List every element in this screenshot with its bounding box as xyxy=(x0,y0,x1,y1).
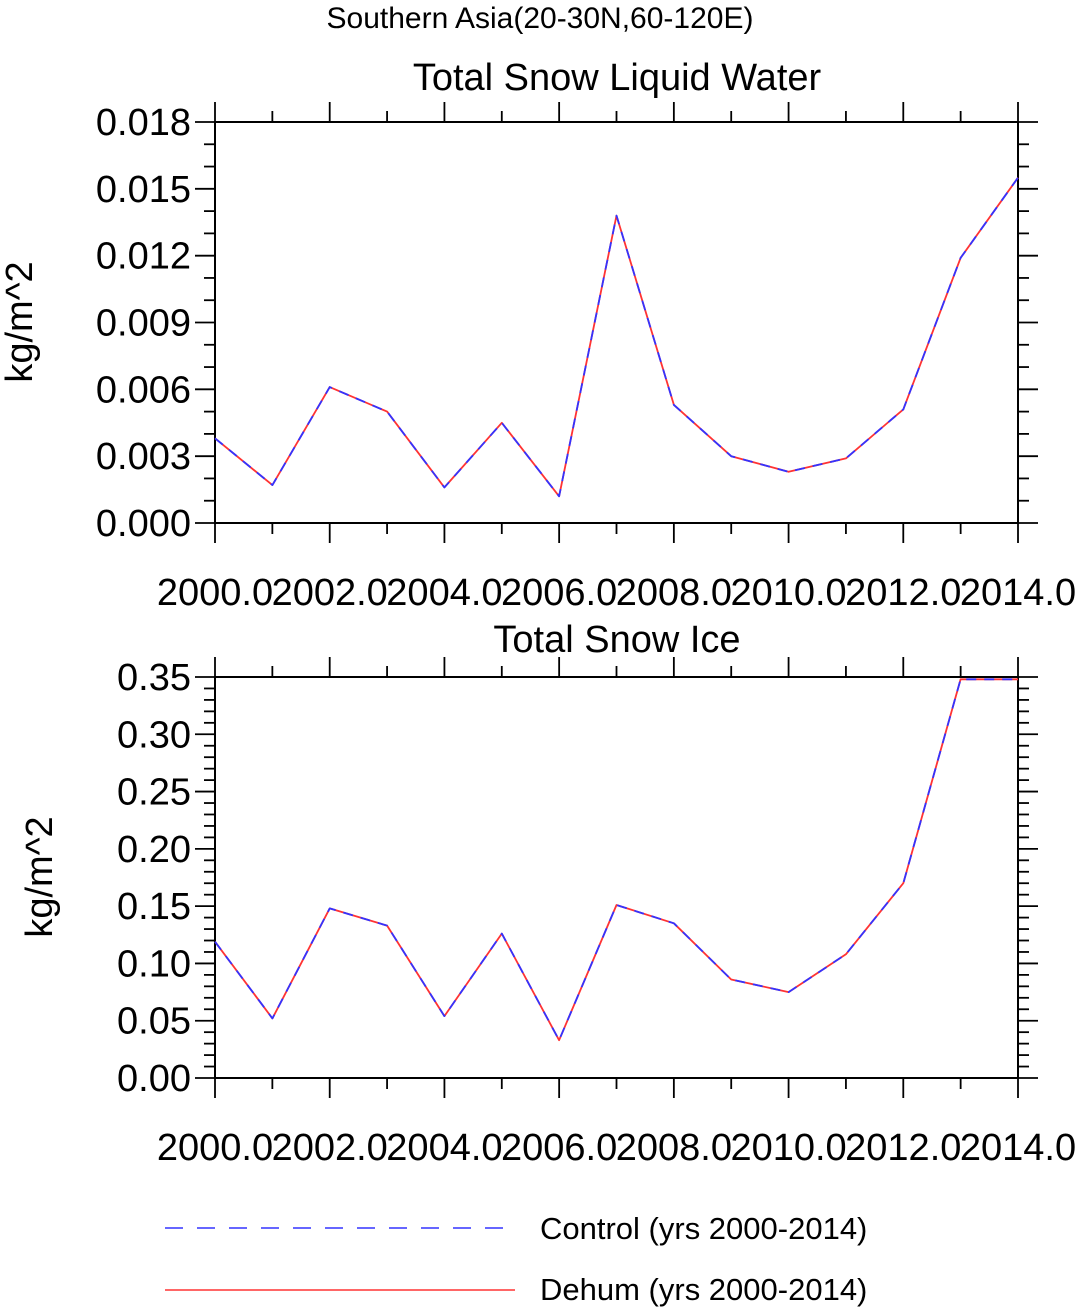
x-tick-label-liquid-water: 2004.0 xyxy=(386,572,502,614)
y-axis-label-liquid-water: kg/m^2 xyxy=(0,261,41,382)
x-tick-label-liquid-water: 2014.0 xyxy=(960,572,1076,614)
legend: Control (yrs 2000-2014) Dehum (yrs 2000-… xyxy=(165,1211,867,1307)
x-tick-label-liquid-water: 2000.0 xyxy=(157,572,273,614)
x-tick-label-liquid-water: 2008.0 xyxy=(616,572,732,614)
series-line-control-liquid-water xyxy=(214,177,1019,498)
y-tick-label-snow-ice: 0.25 xyxy=(117,772,191,814)
y-tick-label-snow-ice: 0.35 xyxy=(117,657,191,699)
y-tick-label-snow-ice: 0.30 xyxy=(117,714,191,756)
y-tick-label-snow-ice: 0.05 xyxy=(117,1001,191,1043)
panel-snow-ice: Total Snow Ice kg/m^2 0.00 0.05 0.10 0.15 0.… xyxy=(19,619,1076,1169)
panel-title-liquid-water: Total Snow Liquid Water xyxy=(413,57,822,99)
x-tick-label-snow-ice: 2006.0 xyxy=(501,1127,617,1169)
y-tick-label-snow-ice: 0.15 xyxy=(117,886,191,928)
x-tick-label-liquid-water: 2010.0 xyxy=(730,572,846,614)
y-tick-label-liquid-water: 0.006 xyxy=(96,369,191,411)
legend-label-control: Control (yrs 2000-2014) xyxy=(540,1211,867,1246)
x-tick-label-snow-ice: 2004.0 xyxy=(386,1127,502,1169)
y-axis-label-snow-ice: kg/m^2 xyxy=(19,816,61,937)
y-tick-label-liquid-water: 0.003 xyxy=(96,436,191,478)
x-tick-label-snow-ice: 2014.0 xyxy=(960,1127,1076,1169)
y-tick-label-snow-ice: 0.20 xyxy=(117,829,191,871)
figure-title: Southern Asia(20-30N,60-120E) xyxy=(327,2,754,35)
plot-frame-snow-ice xyxy=(214,676,1019,1079)
series-line-dehum-liquid-water xyxy=(214,177,1019,498)
y-tick-label-liquid-water: 0.009 xyxy=(96,303,191,345)
legend-label-dehum: Dehum (yrs 2000-2014) xyxy=(540,1272,867,1307)
y-tick-label-snow-ice: 0.10 xyxy=(117,943,191,985)
x-tick-label-liquid-water: 2006.0 xyxy=(501,572,617,614)
panel-liquid-water: Total Snow Liquid Water kg/m^2 0.000 0.00… xyxy=(0,57,1076,614)
y-tick-label-liquid-water: 0.000 xyxy=(96,503,191,545)
x-tick-label-snow-ice: 2000.0 xyxy=(157,1127,273,1169)
x-tick-label-snow-ice: 2010.0 xyxy=(730,1127,846,1169)
y-tick-label-liquid-water: 0.015 xyxy=(96,169,191,211)
x-tick-label-snow-ice: 2008.0 xyxy=(616,1127,732,1169)
x-tick-label-snow-ice: 2002.0 xyxy=(272,1127,388,1169)
series-line-dehum-snow-ice xyxy=(214,678,1018,1042)
panel-title-snow-ice: Total Snow Ice xyxy=(493,619,740,661)
y-tick-label-liquid-water: 0.018 xyxy=(96,102,191,144)
y-tick-label-liquid-water: 0.012 xyxy=(96,236,191,278)
plot-frame-liquid-water xyxy=(214,121,1019,524)
y-tick-label-snow-ice: 0.00 xyxy=(117,1058,191,1100)
x-tick-label-liquid-water: 2002.0 xyxy=(272,572,388,614)
x-tick-label-liquid-water: 2012.0 xyxy=(845,572,961,614)
x-tick-label-snow-ice: 2012.0 xyxy=(845,1127,961,1169)
series-line-control-snow-ice xyxy=(214,678,1018,1042)
